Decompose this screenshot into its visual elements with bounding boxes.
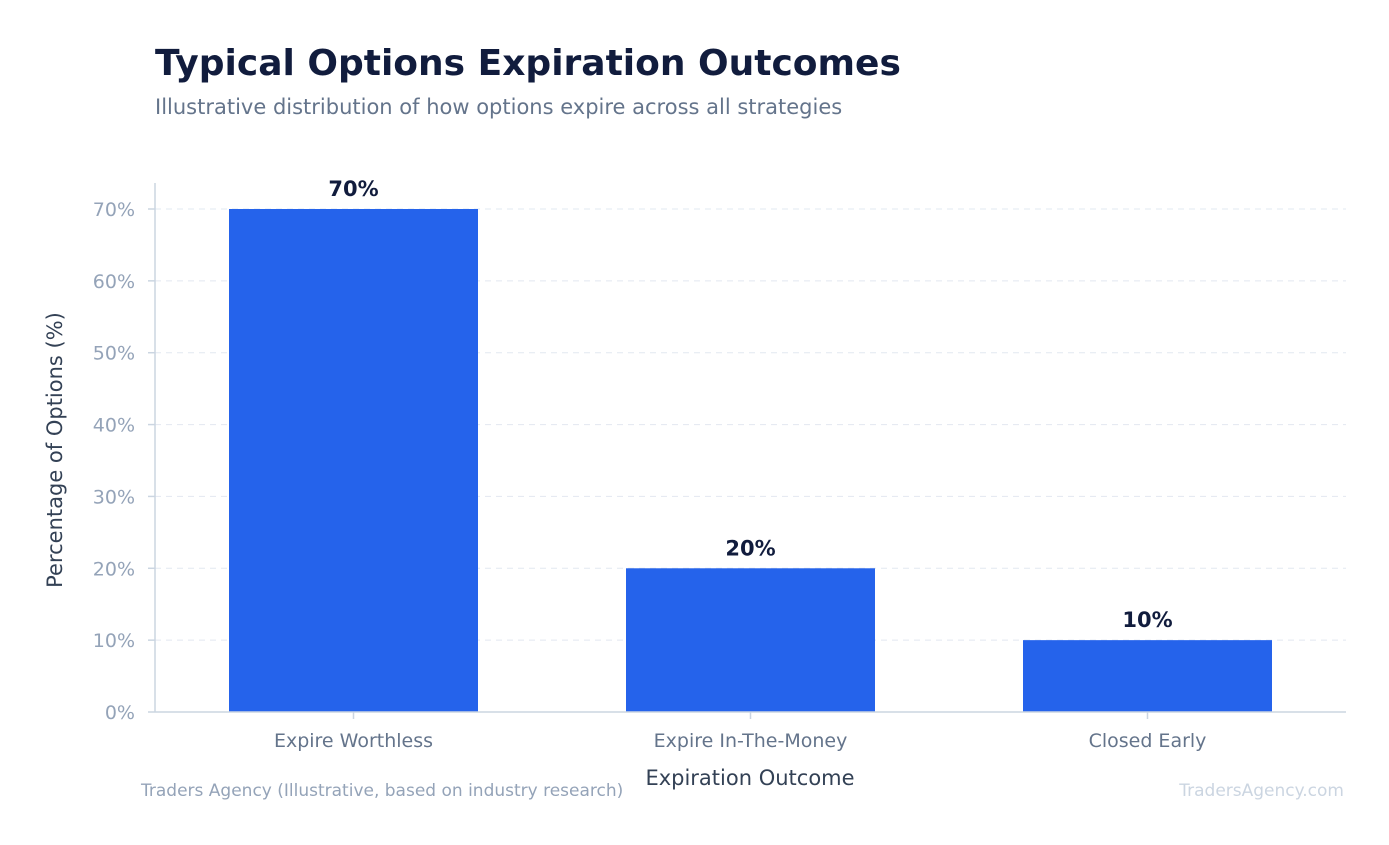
y-tick-label: 30% bbox=[93, 486, 135, 508]
x-tick-label: Expire Worthless bbox=[274, 730, 433, 752]
chart-subtitle: Illustrative distribution of how options… bbox=[155, 95, 842, 119]
y-tick-label: 0% bbox=[105, 702, 135, 724]
bar-value-label: 20% bbox=[725, 536, 775, 560]
y-tick-label: 60% bbox=[93, 271, 135, 293]
y-tick-label: 50% bbox=[93, 343, 135, 365]
x-tick-label: Closed Early bbox=[1089, 730, 1207, 752]
y-tick-label: 40% bbox=[93, 415, 135, 437]
bar-value-label: 10% bbox=[1122, 608, 1172, 632]
x-axis-title: Expiration Outcome bbox=[645, 766, 854, 790]
y-axis-ticks: 0% 10% 20% 30% 40% 50% 60% 70% bbox=[93, 199, 155, 724]
chart-title: Typical Options Expiration Outcomes bbox=[155, 43, 901, 84]
bar-value-label: 70% bbox=[328, 177, 378, 201]
bar bbox=[1023, 640, 1272, 712]
y-tick-label: 20% bbox=[93, 558, 135, 580]
bars bbox=[229, 209, 1272, 712]
x-tick-label: Expire In-The-Money bbox=[654, 730, 848, 752]
y-axis-title: Percentage of Options (%) bbox=[43, 312, 67, 588]
y-tick-label: 70% bbox=[93, 199, 135, 221]
bar bbox=[626, 568, 875, 712]
value-labels: 70% 20% 10% bbox=[328, 177, 1172, 632]
x-axis-ticks: Expire Worthless Expire In-The-Money Close… bbox=[274, 712, 1206, 752]
y-tick-label: 10% bbox=[93, 630, 135, 652]
bar bbox=[229, 209, 478, 712]
watermark: TradersAgency.com bbox=[1178, 781, 1344, 801]
source-note: Traders Agency (Illustrative, based on i… bbox=[140, 781, 623, 801]
